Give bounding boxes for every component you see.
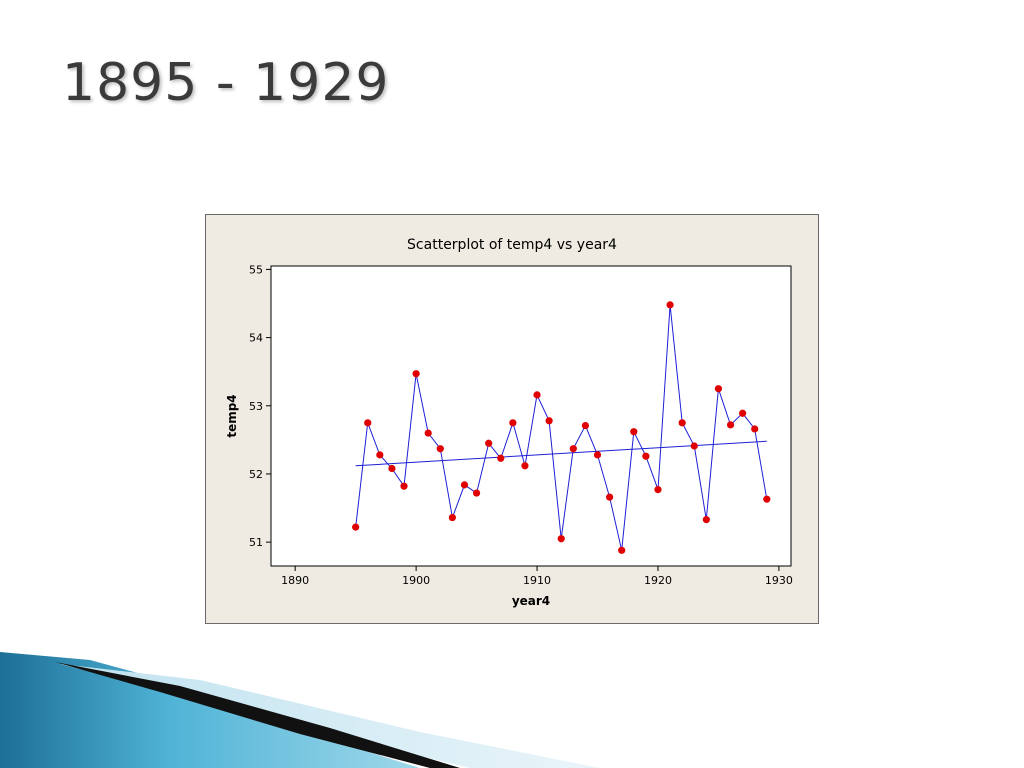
- data-point: [702, 516, 710, 524]
- data-point: [472, 489, 481, 497]
- data-point: [521, 462, 529, 470]
- data-point: [509, 419, 517, 427]
- y-tick-label: 52: [249, 468, 263, 481]
- data-point: [751, 425, 759, 433]
- data-point: [533, 391, 541, 399]
- data-point: [714, 385, 723, 393]
- x-tick-label: 1900: [402, 574, 430, 587]
- data-point: [642, 452, 650, 460]
- data-point: [412, 370, 420, 378]
- data-point: [388, 464, 396, 473]
- data-point: [739, 409, 747, 417]
- data-point: [460, 481, 469, 489]
- data-point: [678, 419, 686, 427]
- data-point: [606, 493, 614, 501]
- data-point: [557, 535, 565, 543]
- data-point: [690, 442, 698, 450]
- data-point: [569, 445, 577, 453]
- y-axis-label: temp4: [225, 394, 239, 437]
- x-tick-label: 1910: [523, 574, 551, 587]
- y-tick-label: 51: [249, 536, 263, 549]
- data-point: [364, 419, 372, 427]
- axes: 1890 1900 1910 1920 1930 51 52 53 54 55: [249, 263, 793, 587]
- data-point: [436, 445, 444, 453]
- trend-line: [355, 440, 767, 467]
- data-point: [400, 482, 408, 490]
- data-point: [497, 454, 505, 462]
- chart-panel: Scatterplot of temp4 vs year4 1890 1900 19…: [205, 214, 819, 624]
- series-group: [352, 301, 771, 554]
- plot-area: [270, 265, 792, 567]
- y-tick-label: 55: [249, 263, 263, 276]
- data-point: [726, 421, 735, 429]
- y-tick-label: 53: [249, 400, 263, 413]
- data-point: [448, 513, 456, 522]
- data-point: [545, 417, 553, 425]
- data-point: [666, 301, 674, 309]
- slide-title: 1895 - 1929: [62, 53, 390, 113]
- data-point: [763, 495, 771, 503]
- data-point: [593, 451, 602, 459]
- data-point: [618, 546, 626, 554]
- x-tick-label: 1930: [765, 574, 793, 587]
- data-point: [352, 523, 360, 531]
- scatterplot-chart: Scatterplot of temp4 vs year4 1890 1900 19…: [225, 237, 793, 608]
- data-point: [654, 486, 662, 494]
- data-point: [376, 451, 384, 459]
- data-point: [581, 421, 590, 430]
- x-tick-label: 1890: [281, 574, 309, 587]
- x-tick-label: 1920: [644, 574, 672, 587]
- chart-title: Scatterplot of temp4 vs year4: [407, 237, 617, 253]
- y-tick-label: 54: [249, 332, 263, 345]
- data-point: [424, 429, 432, 437]
- x-axis-label: year4: [512, 594, 550, 608]
- data-point: [485, 439, 493, 447]
- data-point: [630, 428, 638, 436]
